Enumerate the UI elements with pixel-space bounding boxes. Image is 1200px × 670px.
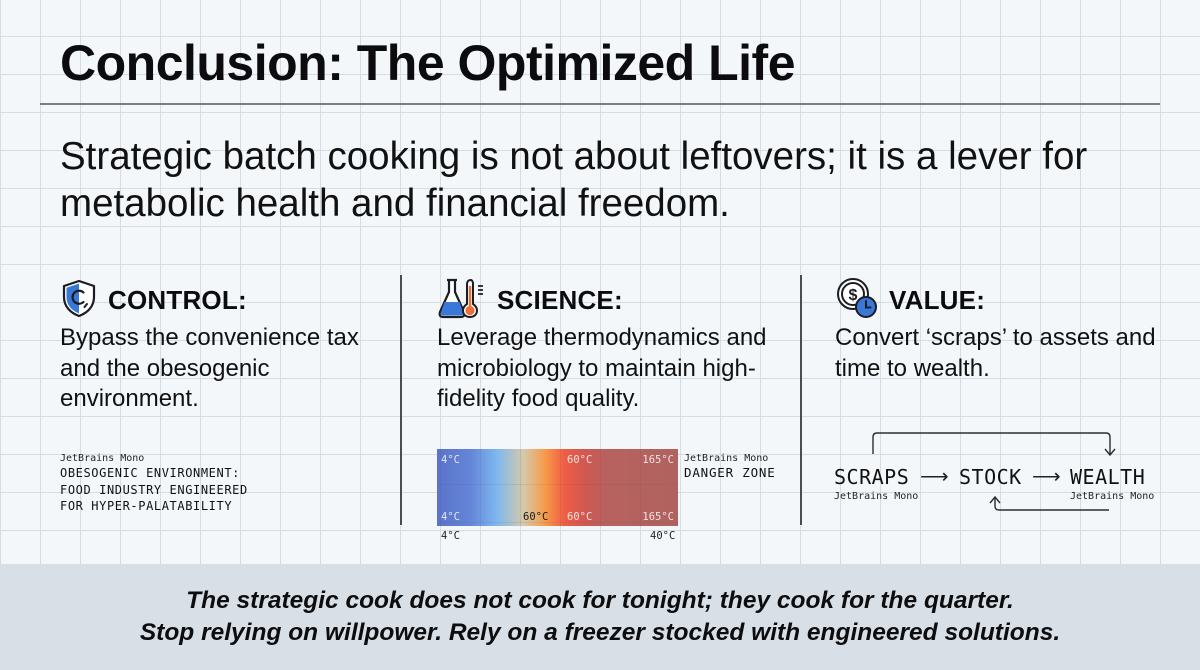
value-column: $ VALUE: Convert ‘scraps’ to assets and … [835,277,1165,384]
footer-line-2: Stop relying on willpower. Rely on a fre… [139,619,1061,646]
danger-zone-text: DANGER ZONE [684,465,776,480]
title-divider [40,103,1160,105]
font-tag: JetBrains Mono [1070,491,1155,502]
control-column: CONTROL: Bypass the convenience tax and … [60,278,390,415]
temp-label: 165°C [642,511,674,523]
arrow-right-icon: ⟶ [1032,466,1061,488]
temp-label: 4°C [441,511,460,523]
shield-icon [60,278,98,323]
obesogenic-note-text: OBESOGENIC ENVIRONMENT: FOOD INDUSTRY EN… [60,466,248,513]
temp-label: 4°C [441,454,460,466]
temp-label: 165°C [642,454,674,466]
temp-label: 60°C [523,511,549,523]
font-tag: JetBrains Mono [60,453,145,464]
arrow-right-icon: ⟶ [920,466,949,488]
temp-axis-label: 4°C [441,530,460,542]
font-tag: JetBrains Mono [834,491,919,502]
science-header: SCIENCE: [437,278,797,320]
svg-text:$: $ [849,287,858,304]
obesogenic-note: JetBrains Mono OBESOGENIC ENVIRONMENT: F… [60,452,248,515]
footer-banner: The strategic cook does not cook for ton… [0,564,1200,670]
flask-thermometer-icon [437,277,487,324]
temp-label: 60°C [567,511,593,523]
flow-step-wealth: WEALTH [1070,465,1146,489]
temp-label: 60°C [567,454,593,466]
column-divider [400,275,402,525]
science-column: SCIENCE: Leverage thermodynamics and mic… [437,278,797,415]
value-heading: VALUE: [889,284,986,315]
control-body: Bypass the convenience tax and the obeso… [60,324,359,412]
flow-loop-arrows [872,432,1116,511]
lead-statement: Strategic batch cooking is not about lef… [60,135,1088,225]
value-header: $ VALUE: [835,277,1165,320]
flow-step-stock: STOCK [959,465,1022,489]
coin-clock-icon: $ [835,277,879,324]
font-tag: JetBrains Mono [684,453,769,464]
control-heading: CONTROL: [108,284,247,315]
page-title: Conclusion: The Optimized Life [60,35,796,91]
danger-zone-label: JetBrains Mono DANGER ZONE [684,452,776,480]
temperature-gradient-bar: 4°C 60°C 165°C 4°C 60°C 60°C 165°C [437,449,678,526]
value-body: Convert ‘scraps’ to assets and time to w… [835,324,1156,382]
control-header: CONTROL: [60,278,390,323]
science-body: Leverage thermodynamics and microbiology… [437,324,767,412]
flow-step-scraps: SCRAPS [834,465,910,489]
temp-axis-label: 40°C [650,530,676,542]
column-divider [800,275,802,525]
footer-line-1: The strategic cook does not cook for ton… [186,587,1014,614]
science-heading: SCIENCE: [497,284,623,315]
